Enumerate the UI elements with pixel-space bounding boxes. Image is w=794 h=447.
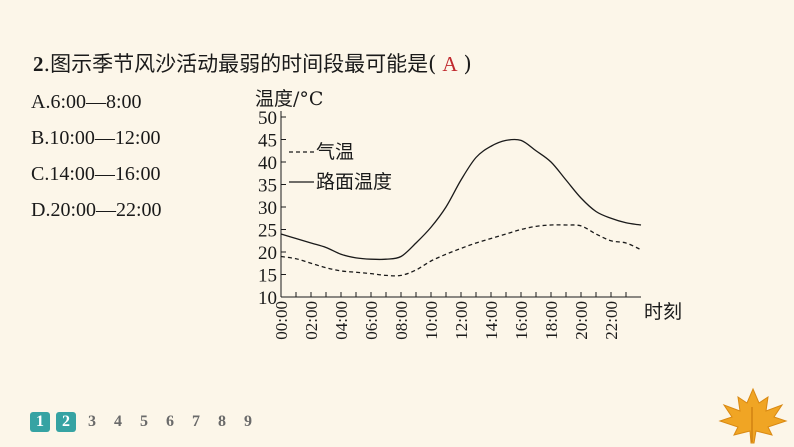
series-line-0 <box>280 224 642 277</box>
answer-options: A.6:00—8:00 B.10:00—12:00 C.14:00—16:00 … <box>31 88 162 232</box>
y-tick-label-30: 30 <box>258 198 277 219</box>
y-tick-label-10: 10 <box>258 288 277 309</box>
y-tick-label-50: 50 <box>258 108 277 129</box>
legend-label-1: 路面温度 <box>316 171 392 193</box>
x-axis-label: 时刻 <box>644 301 682 323</box>
y-tick-label-25: 25 <box>258 221 277 242</box>
question-stem: .图示季节风沙活动最弱的时间段最可能是( <box>43 52 437 76</box>
page-button-9[interactable]: 9 <box>244 413 252 430</box>
page-button-7[interactable]: 7 <box>192 413 200 430</box>
option-b[interactable]: B.10:00—12:00 <box>31 127 161 149</box>
page-button-8[interactable]: 8 <box>218 413 226 430</box>
option-c[interactable]: C.14:00—16:00 <box>31 163 161 185</box>
x-tick-label-5: 10:00 <box>422 301 441 340</box>
y-tick-label-15: 15 <box>258 266 277 287</box>
y-axis-label: 温度/°C <box>255 88 323 110</box>
y-tick-label-45: 45 <box>258 131 277 152</box>
option-d[interactable]: D.20:00—22:00 <box>31 199 162 221</box>
y-tick-label-35: 35 <box>258 176 277 197</box>
x-tick-label-0: 00:00 <box>272 301 291 340</box>
page-button-3[interactable]: 3 <box>88 413 96 430</box>
page-button-1[interactable]: 1 <box>30 412 50 432</box>
x-tick-label-3: 06:00 <box>362 301 381 340</box>
x-tick-label-7: 14:00 <box>482 301 501 340</box>
series-line-1 <box>280 138 642 261</box>
page-button-4[interactable]: 4 <box>114 413 122 430</box>
x-tick-label-11: 22:00 <box>602 301 621 340</box>
question-number: 2 <box>33 52 44 76</box>
x-tick-label-8: 16:00 <box>512 301 531 340</box>
answer-text: A <box>442 52 458 76</box>
question-close-paren: ) <box>463 52 472 76</box>
maple-leaf-icon <box>718 387 788 444</box>
x-tick-label-1: 02:00 <box>302 301 321 340</box>
x-tick-label-2: 04:00 <box>332 301 351 340</box>
page-button-5[interactable]: 5 <box>140 413 148 430</box>
x-tick-label-10: 20:00 <box>572 301 591 340</box>
x-tick-label-4: 08:00 <box>392 301 411 340</box>
option-a[interactable]: A.6:00—8:00 <box>31 91 142 113</box>
question-text: 2.图示季节风沙活动最弱的时间段最可能是(A) <box>33 48 472 78</box>
y-tick-label-40: 40 <box>258 153 277 174</box>
page-button-2[interactable]: 2 <box>56 412 76 432</box>
legend-label-0: 气温 <box>316 141 354 163</box>
page-button-6[interactable]: 6 <box>166 413 174 430</box>
y-tick-label-20: 20 <box>258 243 277 264</box>
x-tick-label-6: 12:00 <box>452 301 471 340</box>
x-tick-label-9: 18:00 <box>542 301 561 340</box>
